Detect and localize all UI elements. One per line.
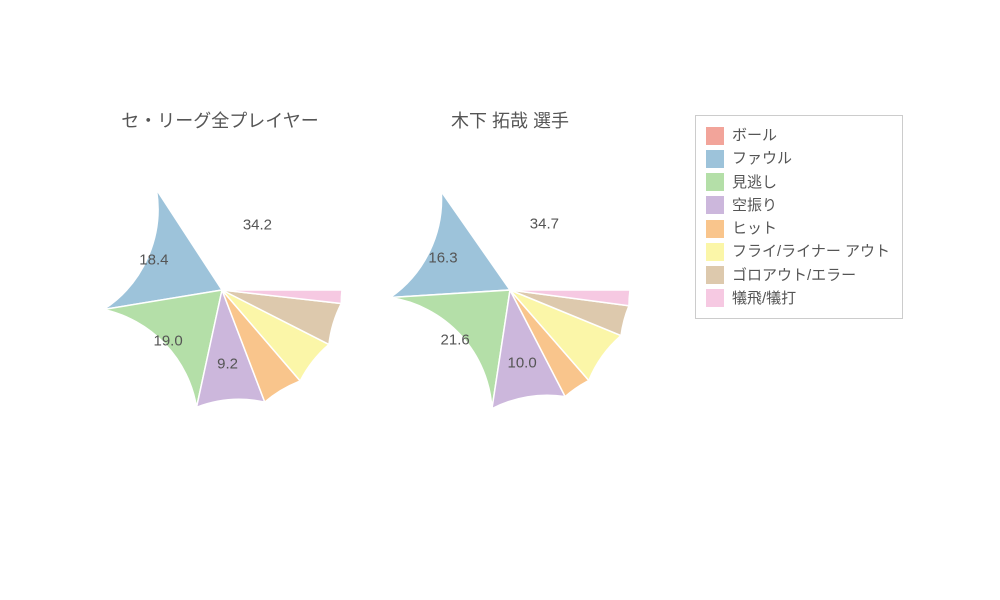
legend-swatch bbox=[706, 173, 724, 191]
pie-holder-league: 34.2 18.4 19.0 9.2 bbox=[100, 168, 344, 417]
legend-item-3: 空振り bbox=[706, 194, 890, 217]
pie-league-slice-1 bbox=[104, 189, 222, 309]
pie-player-slice-0-label: 34.7 bbox=[530, 216, 559, 233]
pie-player bbox=[388, 168, 632, 412]
legend-swatch bbox=[706, 196, 724, 214]
pie-league-slice-0-label: 34.2 bbox=[243, 216, 272, 233]
legend-label: 見逃し bbox=[732, 171, 777, 194]
pie-league-title: セ・リーグ全プレイヤー bbox=[121, 107, 318, 133]
legend-label: 空振り bbox=[732, 194, 777, 217]
pie-player-slice-1 bbox=[390, 192, 510, 298]
legend-swatch bbox=[706, 220, 724, 238]
pie-player-slice-3-label: 10.0 bbox=[507, 355, 536, 372]
legend-label: 犠飛/犠打 bbox=[732, 287, 796, 310]
pie-league-slice-3-label: 9.2 bbox=[217, 356, 238, 373]
legend-item-4: ヒット bbox=[706, 217, 890, 240]
chart-stage: セ・リーグ全プレイヤー 34.2 18.4 19.0 9.2 木下 拓哉 選手 34.7 16… bbox=[0, 0, 1000, 600]
legend-label: フライ/ライナー アウト bbox=[732, 240, 890, 263]
legend-swatch bbox=[706, 243, 724, 261]
legend-item-2: 見逃し bbox=[706, 171, 890, 194]
pie-league-slice-1-label: 18.4 bbox=[139, 252, 168, 269]
legend-swatch bbox=[706, 150, 724, 168]
legend-label: ヒット bbox=[732, 217, 777, 240]
pie-league-slice-2-label: 19.0 bbox=[153, 333, 182, 350]
legend-swatch bbox=[706, 266, 724, 284]
pie-player-title: 木下 拓哉 選手 bbox=[451, 107, 569, 133]
legend-item-6: ゴロアウト/エラー bbox=[706, 264, 890, 287]
pie-league bbox=[100, 168, 344, 412]
legend-item-1: ファウル bbox=[706, 147, 890, 170]
legend-label: ファウル bbox=[732, 147, 792, 170]
legend: ボールファウル見逃し空振りヒットフライ/ライナー アウトゴロアウト/エラー犠飛/… bbox=[695, 115, 903, 319]
legend-item-7: 犠飛/犠打 bbox=[706, 287, 890, 310]
pie-holder-player: 34.7 16.3 21.6 10.0 bbox=[388, 168, 632, 417]
legend-label: ゴロアウト/エラー bbox=[732, 264, 856, 287]
pie-player-slice-1-label: 16.3 bbox=[428, 249, 457, 266]
legend-item-5: フライ/ライナー アウト bbox=[706, 240, 890, 263]
pie-player-slice-2 bbox=[390, 290, 510, 409]
legend-item-0: ボール bbox=[706, 124, 890, 147]
legend-swatch bbox=[706, 289, 724, 307]
legend-label: ボール bbox=[732, 124, 777, 147]
pie-player-slice-2-label: 21.6 bbox=[441, 332, 470, 349]
legend-swatch bbox=[706, 127, 724, 145]
